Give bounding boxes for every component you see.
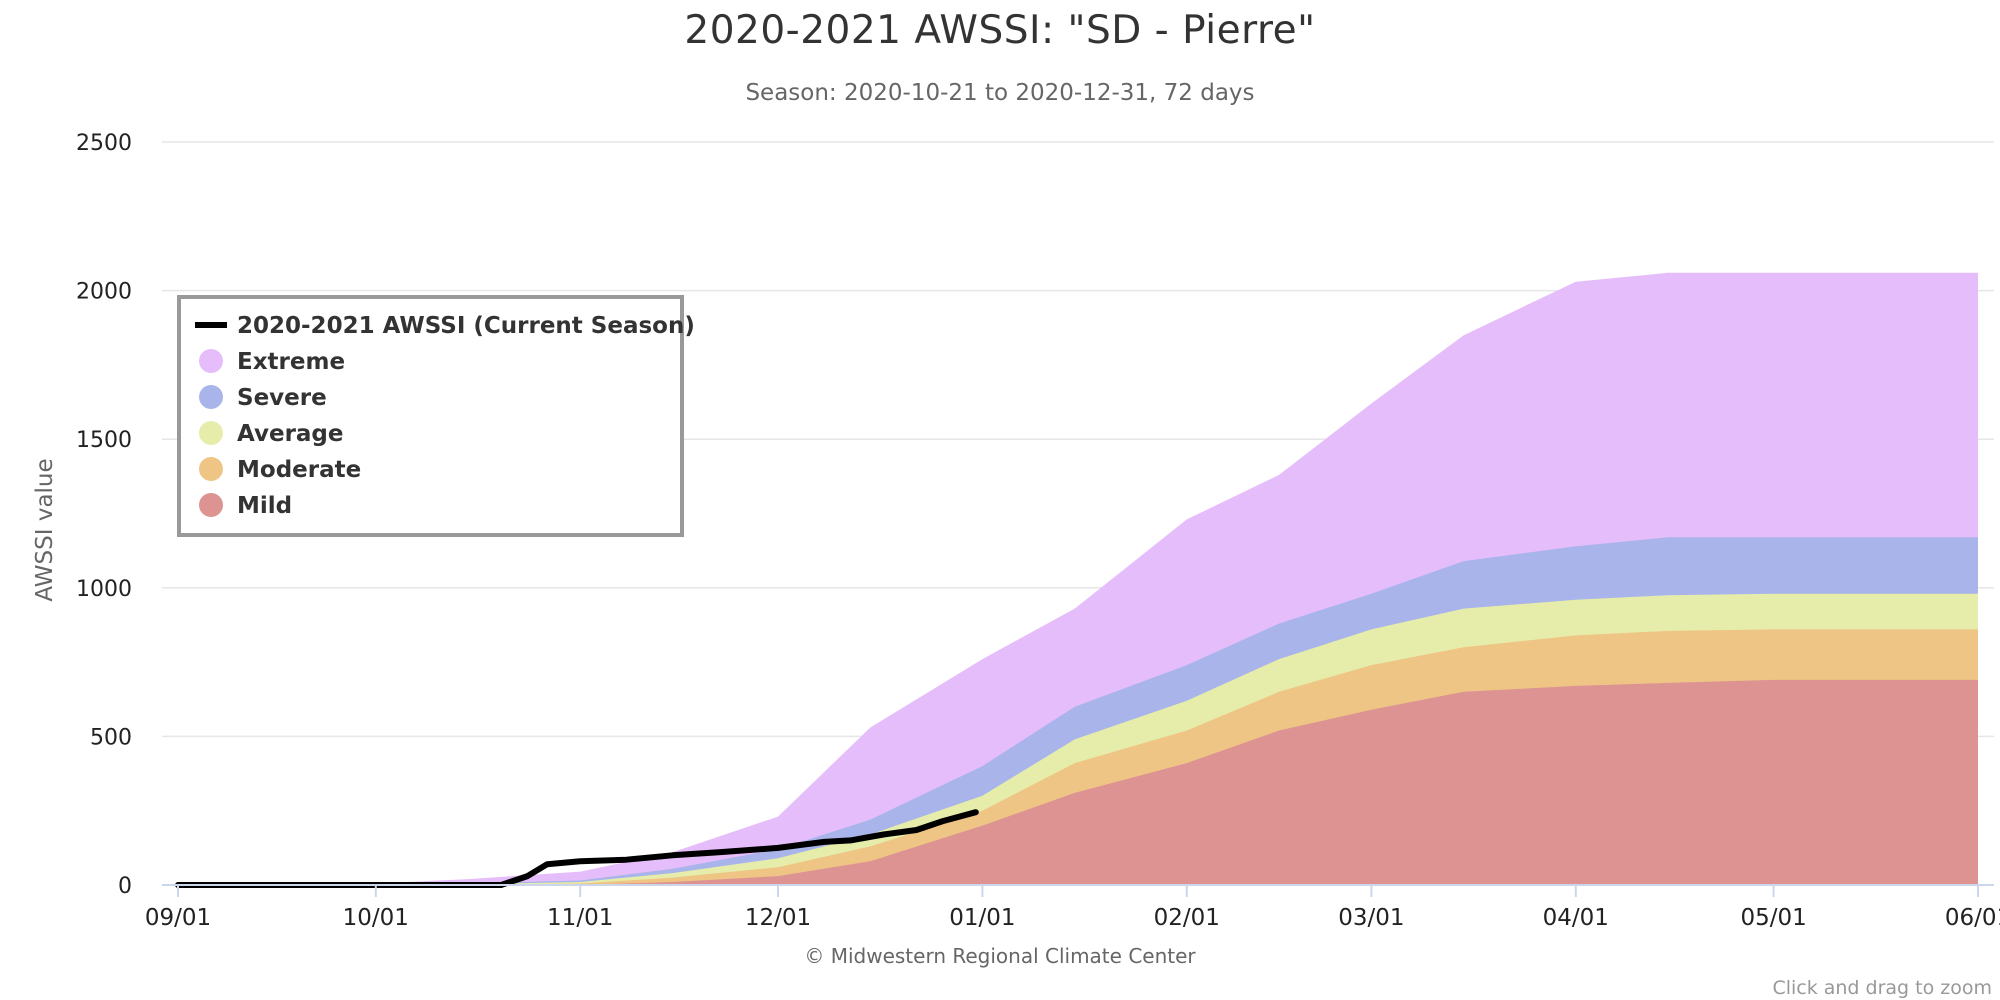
legend-label: Mild [237,493,292,519]
x-tick-label-3: 12/01 [745,905,811,931]
legend-label: Average [237,421,344,447]
legend-item-current-season[interactable]: 2020-2021 AWSSI (Current Season) [195,313,695,339]
legend-item-mild[interactable]: Mild [199,493,292,519]
legend-item-moderate[interactable]: Moderate [199,457,361,483]
zoom-hint: Click and drag to zoom [1772,977,1992,999]
axes: 0 500 1000 1500 2000 2500 09/01 10/01 11/01 12/01… [76,131,2000,931]
legend[interactable]: 2020-2021 AWSSI (Current Season) Extreme S… [177,295,695,537]
x-tick-label-7: 04/01 [1543,905,1609,931]
credit-text[interactable]: © Midwestern Regional Climate Center [804,944,1196,968]
legend-box [177,295,684,537]
legend-symbol [199,493,223,517]
legend-label: Moderate [237,457,361,483]
series-lines [175,809,979,888]
legend-item-extreme[interactable]: Extreme [199,349,345,375]
legend-label: Severe [237,385,327,411]
x-tick-label-1: 10/01 [343,905,409,931]
legend-label: Extreme [237,349,345,375]
y-tick-label-0: 0 [118,874,132,899]
legend-item-average[interactable]: Average [199,421,344,447]
y-tick-label-3: 1500 [76,428,132,453]
chart-subtitle: Season: 2020-10-21 to 2020-12-31, 72 day… [745,80,1255,106]
y-tick-label-4: 2000 [76,280,132,305]
band-mild[interactable] [178,679,1978,885]
chart-title: 2020-2021 AWSSI: "SD - Pierre" [684,8,1316,53]
percentile-bands [178,272,1978,885]
x-tick-label-5: 02/01 [1154,905,1220,931]
x-tick-label-8: 05/01 [1740,905,1806,931]
legend-symbol [199,421,223,445]
legend-item-severe[interactable]: Severe [199,385,327,411]
x-tick-label-9: 06/01 [1945,905,2000,931]
x-tick-label-6: 03/01 [1338,905,1404,931]
x-tick-label-4: 01/01 [949,905,1015,931]
y-tick-label-1: 500 [90,725,132,750]
y-tick-label-5: 2500 [76,131,132,156]
y-tick-label-2: 1000 [76,577,132,602]
legend-label: 2020-2021 AWSSI (Current Season) [237,313,695,339]
x-tick-label-2: 11/01 [547,905,613,931]
legend-symbol [199,349,223,373]
legend-symbol [199,457,223,481]
series-line-current-season[interactable] [175,809,979,888]
x-tick-label-0: 09/01 [145,905,211,931]
legend-symbol [199,385,223,409]
